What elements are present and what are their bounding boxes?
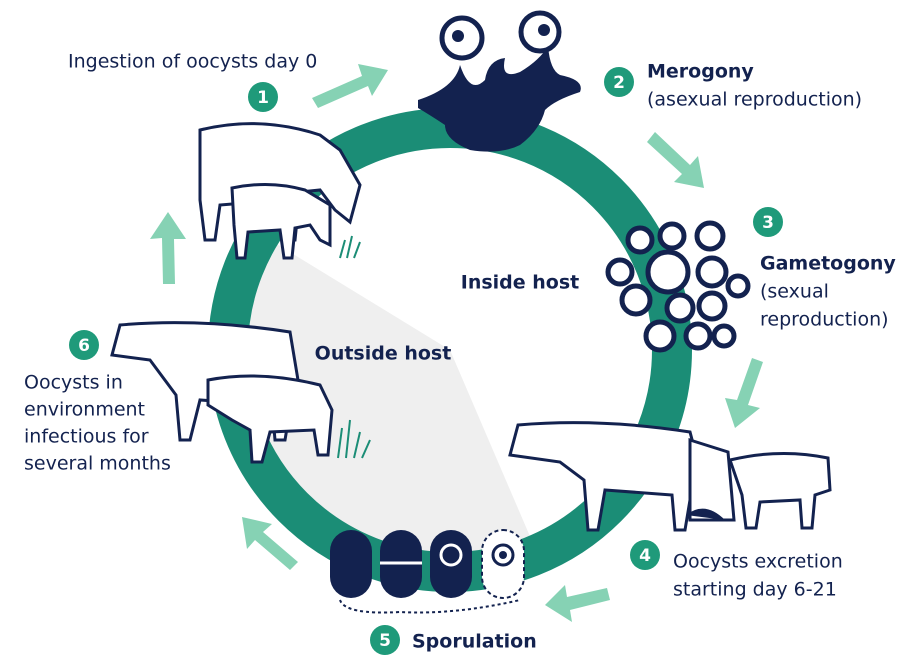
step-text: (asexual reproduction) [647, 89, 862, 111]
step-text: infectious for [24, 426, 149, 448]
step-text: Oocysts excretion [673, 551, 843, 573]
step-number: 5 [379, 631, 391, 651]
step-text: Ingestion of oocysts day 0 [68, 51, 317, 73]
step-number: 3 [762, 213, 774, 233]
outside-label: Outside host [315, 343, 452, 365]
step-text: starting day 6-21 [673, 579, 837, 601]
step-text: environment [24, 399, 145, 421]
step-number: 4 [639, 546, 651, 566]
animals-4 [510, 423, 830, 530]
step-text: several months [24, 453, 171, 475]
step-title: Merogony [647, 61, 754, 83]
inside-label: Inside host [461, 272, 580, 294]
step-text: reproduction) [760, 309, 889, 331]
diagram: Inside host Outside host 1 Ingestion of … [0, 0, 905, 662]
step-title: Sporulation [412, 631, 537, 653]
step-number: 2 [613, 73, 625, 93]
step-number: 1 [257, 88, 269, 108]
step-text: Oocysts in [24, 372, 123, 394]
step-text: (sexual [760, 281, 829, 303]
step-title: Gametogony [760, 253, 896, 275]
step-number: 6 [78, 336, 90, 356]
